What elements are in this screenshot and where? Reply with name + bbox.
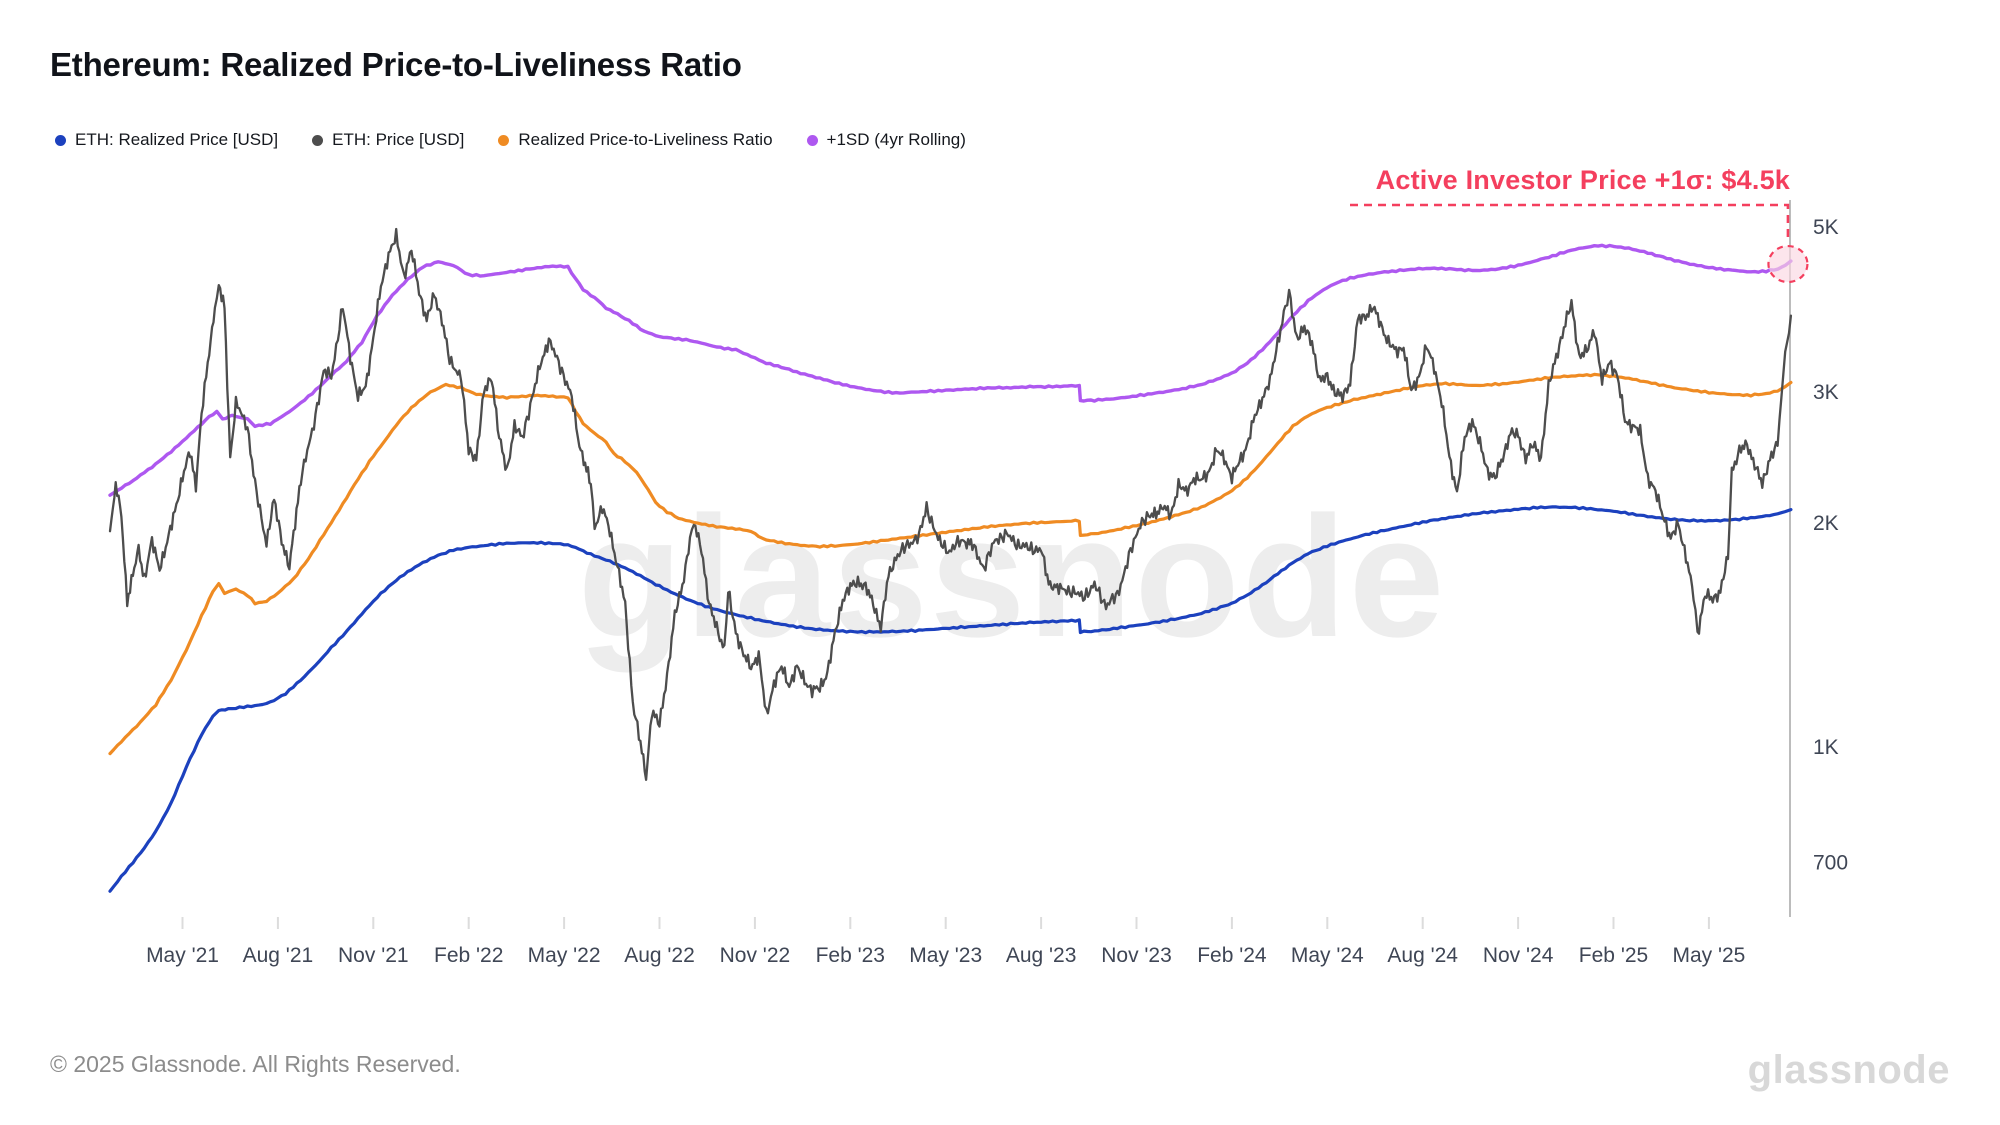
legend-item-2[interactable]: Realized Price-to-Liveliness Ratio bbox=[498, 130, 773, 150]
legend-dot-icon bbox=[55, 134, 66, 146]
x-axis-tick-label: Feb '24 bbox=[1197, 944, 1267, 967]
x-axis-tick-label: Feb '25 bbox=[1579, 944, 1648, 967]
glassnode-logo: glassnode bbox=[1747, 1048, 1950, 1092]
x-axis-tick-label: Aug '21 bbox=[243, 944, 314, 967]
x-axis-tick-label: May '25 bbox=[1672, 944, 1745, 967]
y-axis-tick-label: 1K bbox=[1813, 736, 1839, 759]
legend-item-label: ETH: Realized Price [USD] bbox=[75, 130, 279, 149]
legend: ETH: Realized Price [USD] ETH: Price [USD… bbox=[55, 130, 966, 150]
legend-item-0[interactable]: ETH: Realized Price [USD] bbox=[55, 130, 278, 150]
x-axis-tick-label: Nov '22 bbox=[720, 944, 791, 967]
series-line-2 bbox=[108, 372, 1793, 756]
legend-dot-icon bbox=[806, 134, 818, 146]
legend-item-3[interactable]: +1SD (4yr Rolling) bbox=[806, 130, 966, 150]
legend-item-label: ETH: Price [USD] bbox=[332, 130, 465, 149]
x-axis-tick-label: Aug '22 bbox=[624, 944, 695, 967]
annotation-dashed-line bbox=[1350, 203, 1790, 244]
y-axis-tick-label: 3K bbox=[1813, 381, 1839, 404]
x-axis-tick-label: Aug '23 bbox=[1006, 944, 1077, 967]
watermark-text: glassnode bbox=[578, 481, 1447, 673]
x-axis-tick-label: May '24 bbox=[1291, 944, 1364, 967]
legend-item-label: Realized Price-to-Liveliness Ratio bbox=[518, 130, 773, 149]
legend-item-label: +1SD (4yr Rolling) bbox=[826, 130, 966, 149]
x-axis-tick-label: May '22 bbox=[528, 944, 601, 967]
x-axis-tick-label: May '21 bbox=[146, 944, 219, 967]
x-axis-tick-label: Feb '23 bbox=[816, 944, 885, 967]
series-line-0 bbox=[108, 505, 1793, 893]
x-axis-tick-label: Aug '24 bbox=[1387, 944, 1458, 967]
y-axis-tick-label: 700 bbox=[1813, 851, 1848, 874]
x-axis-tick-label: Nov '23 bbox=[1101, 944, 1172, 967]
legend-dot-icon bbox=[498, 134, 510, 146]
legend-dot-icon bbox=[312, 134, 324, 146]
x-axis-tick-label: Feb '22 bbox=[434, 944, 503, 967]
series-line-3 bbox=[108, 243, 1793, 497]
y-axis-tick-label: 2K bbox=[1813, 512, 1839, 535]
legend-item-1[interactable]: ETH: Price [USD] bbox=[312, 130, 464, 150]
page-title: Ethereum: Realized Price-to-Liveliness R… bbox=[50, 46, 742, 83]
series-line-1 bbox=[108, 227, 1793, 781]
footer-copyright: © 2025 Glassnode. All Rights Reserved. bbox=[50, 1051, 461, 1077]
x-axis-tick-label: Nov '24 bbox=[1483, 944, 1554, 967]
x-axis-tick-label: Nov '21 bbox=[338, 944, 409, 967]
y-axis-tick-label: 5K bbox=[1813, 216, 1839, 239]
x-axis-tick-label: May '23 bbox=[909, 944, 982, 967]
annotation-highlight-circle bbox=[1767, 244, 1809, 284]
